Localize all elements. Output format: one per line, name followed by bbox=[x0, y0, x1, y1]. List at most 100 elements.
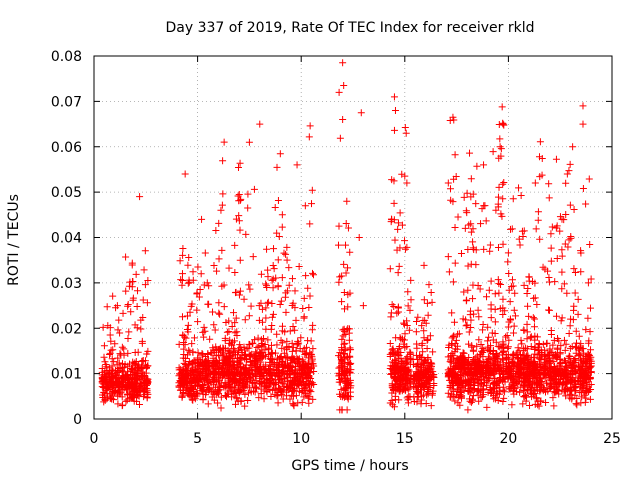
data-point bbox=[128, 384, 136, 392]
data-point bbox=[230, 355, 238, 363]
data-point bbox=[185, 254, 193, 262]
data-point bbox=[225, 327, 233, 335]
data-point bbox=[288, 391, 296, 399]
data-point bbox=[219, 157, 227, 165]
data-point bbox=[306, 292, 314, 300]
data-point bbox=[196, 371, 204, 379]
data-point bbox=[124, 390, 132, 398]
data-point bbox=[179, 251, 187, 259]
data-point bbox=[198, 215, 206, 223]
data-point bbox=[302, 349, 310, 357]
data-point bbox=[181, 333, 189, 341]
data-point bbox=[211, 374, 219, 382]
data-point bbox=[242, 350, 250, 358]
data-point bbox=[308, 355, 316, 363]
data-point bbox=[125, 328, 133, 336]
data-point bbox=[103, 303, 111, 311]
data-point bbox=[291, 378, 299, 386]
data-point bbox=[225, 317, 233, 325]
data-point bbox=[123, 372, 131, 380]
data-point bbox=[207, 388, 215, 396]
data-point bbox=[289, 400, 297, 408]
data-point bbox=[335, 278, 343, 286]
data-point bbox=[346, 344, 354, 352]
data-point bbox=[309, 271, 317, 279]
data-point bbox=[235, 217, 243, 225]
data-point bbox=[107, 337, 115, 345]
data-point bbox=[305, 372, 313, 380]
data-point bbox=[215, 309, 223, 317]
data-point bbox=[200, 333, 208, 341]
data-point bbox=[247, 351, 255, 359]
data-point bbox=[139, 296, 147, 304]
data-point bbox=[300, 369, 308, 377]
data-point bbox=[187, 302, 195, 310]
data-point bbox=[124, 349, 132, 357]
data-point bbox=[231, 329, 239, 337]
data-point bbox=[241, 316, 249, 324]
data-point bbox=[116, 350, 124, 358]
data-point bbox=[215, 386, 223, 394]
data-point bbox=[244, 396, 252, 404]
data-point bbox=[240, 295, 248, 303]
data-point bbox=[256, 372, 264, 380]
data-point bbox=[183, 326, 191, 334]
data-point bbox=[218, 246, 226, 254]
data-point bbox=[115, 388, 123, 396]
y-tick-label: 0.08 bbox=[51, 49, 82, 65]
data-point bbox=[243, 382, 251, 390]
data-point bbox=[290, 401, 298, 409]
data-point bbox=[188, 340, 196, 348]
data-point bbox=[306, 220, 314, 228]
data-point bbox=[114, 392, 122, 400]
data-point bbox=[119, 375, 127, 383]
data-point bbox=[209, 344, 217, 352]
data-point bbox=[288, 368, 296, 376]
data-point bbox=[111, 340, 119, 348]
data-point bbox=[309, 345, 317, 353]
data-point bbox=[235, 197, 243, 205]
data-point bbox=[340, 305, 348, 313]
data-point bbox=[179, 244, 187, 252]
data-point bbox=[188, 393, 196, 401]
data-point bbox=[252, 348, 260, 356]
data-point bbox=[308, 269, 316, 277]
data-point bbox=[273, 163, 281, 171]
data-point bbox=[274, 363, 282, 371]
data-point bbox=[264, 298, 272, 306]
data-point bbox=[305, 387, 313, 395]
data-point bbox=[193, 306, 201, 314]
data-point bbox=[214, 399, 222, 407]
data-point bbox=[305, 133, 313, 141]
data-point bbox=[196, 383, 204, 391]
grid-lines bbox=[94, 56, 612, 419]
data-point bbox=[235, 191, 243, 199]
data-point bbox=[245, 312, 253, 320]
data-point bbox=[102, 385, 110, 393]
data-point bbox=[282, 250, 290, 258]
data-point bbox=[285, 264, 293, 272]
data-point bbox=[241, 402, 249, 410]
data-point bbox=[220, 345, 228, 353]
data-point bbox=[210, 388, 218, 396]
data-point bbox=[301, 351, 309, 359]
data-point bbox=[285, 363, 293, 371]
data-point bbox=[236, 256, 244, 264]
data-point bbox=[175, 340, 183, 348]
data-point bbox=[214, 377, 222, 385]
data-point bbox=[137, 325, 145, 333]
data-point bbox=[273, 392, 281, 400]
data-point bbox=[206, 385, 214, 393]
data-point bbox=[267, 393, 275, 401]
data-point bbox=[109, 346, 117, 354]
data-point bbox=[224, 369, 232, 377]
data-point bbox=[336, 134, 344, 142]
data-point bbox=[124, 301, 132, 309]
data-point bbox=[104, 322, 112, 330]
data-point bbox=[258, 378, 266, 386]
data-point bbox=[219, 368, 227, 376]
data-point bbox=[231, 241, 239, 249]
data-point bbox=[242, 230, 250, 238]
data-point bbox=[236, 381, 244, 389]
data-point bbox=[263, 388, 271, 396]
